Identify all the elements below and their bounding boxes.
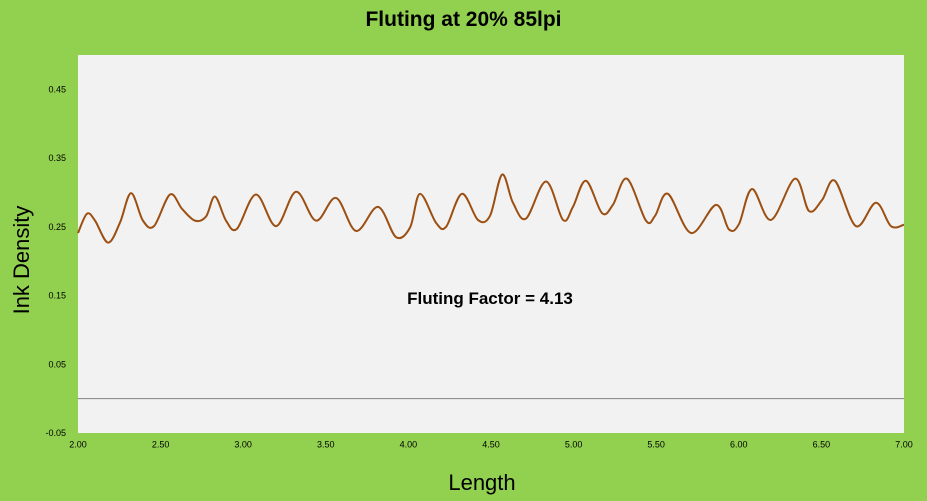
y-tick-label: 0.05 bbox=[48, 359, 66, 369]
plot-area bbox=[78, 55, 904, 433]
series-line bbox=[77, 173, 905, 244]
chart-title: Fluting at 20% 85lpi bbox=[365, 8, 562, 31]
x-tick-label: 2.00 bbox=[69, 440, 87, 450]
x-tick-label: 4.50 bbox=[482, 440, 500, 450]
x-axis-label: Length bbox=[448, 470, 516, 495]
y-tick-label: 0.25 bbox=[48, 222, 66, 232]
fluting-factor-annotation: Fluting Factor = 4.13 bbox=[407, 289, 573, 308]
x-tick-label: 5.00 bbox=[565, 440, 583, 450]
y-tick-label: -0.05 bbox=[45, 428, 66, 438]
y-tick-label: 0.35 bbox=[48, 153, 66, 163]
x-tick-label: 3.00 bbox=[234, 440, 252, 450]
x-tick-label: 7.00 bbox=[895, 440, 913, 450]
x-tick-label: 3.50 bbox=[317, 440, 335, 450]
x-tick-label: 6.50 bbox=[813, 440, 831, 450]
x-tick-label: 2.50 bbox=[152, 440, 170, 450]
y-tick-label: 0.45 bbox=[48, 84, 66, 94]
x-tick-label: 4.00 bbox=[400, 440, 418, 450]
y-tick-label: 0.15 bbox=[48, 291, 66, 301]
x-tick-label: 5.50 bbox=[647, 440, 665, 450]
x-tick-label: 6.00 bbox=[730, 440, 748, 450]
